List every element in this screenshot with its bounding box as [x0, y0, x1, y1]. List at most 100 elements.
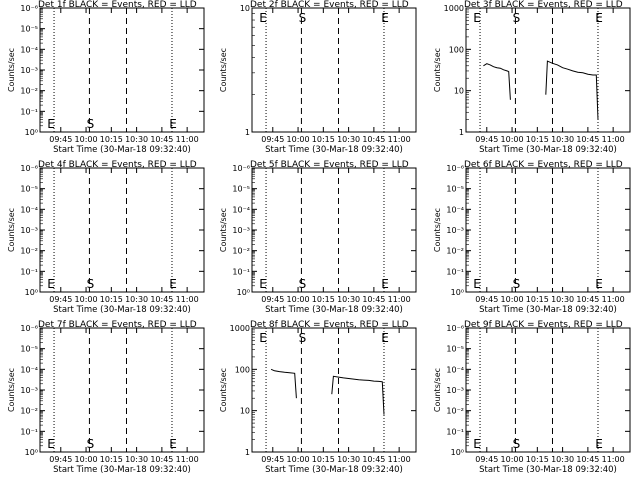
x-axis-label: Start Time (30-Mar-18 09:32:40) [265, 305, 403, 315]
y-tick-label: 10⁻¹ [20, 107, 38, 116]
y-tick-label: 10⁻³ [20, 66, 38, 75]
y-tick-label: 10⁻¹ [232, 267, 250, 276]
x-tick-label: 09:45 [261, 455, 284, 464]
y-axis-label: Counts/sec [7, 208, 16, 252]
x-tick-label: 09:45 [475, 135, 498, 144]
marker-e: E [595, 437, 603, 451]
chart-det-6: Det 6f BLACK = Events, RED = LLD 10⁰ 10⁻¹ 1… [433, 160, 631, 315]
y-tick-label: 10⁻⁵ [20, 185, 38, 194]
x-tick-label: 10:15 [526, 295, 549, 304]
y-tick-label: 10⁻² [20, 407, 38, 416]
y-tick-label: 10⁻⁴ [20, 205, 38, 214]
marker-e: E [473, 277, 481, 291]
y-tick-label: 1000 [230, 324, 250, 333]
y-tick-label: 10⁻⁶ [232, 164, 250, 173]
x-tick-label: 11:00 [602, 455, 625, 464]
y-tick-label: 10 [240, 407, 250, 416]
y-axis-label: Counts/sec [219, 48, 228, 92]
marker-e: E [169, 117, 177, 131]
marker-e: E [381, 277, 389, 291]
x-axis-label: Start Time (30-Mar-18 09:32:40) [479, 465, 617, 475]
marker-e: E [595, 11, 603, 25]
y-tick-label: 10⁻² [232, 247, 250, 256]
chart-title: Det 6f BLACK = Events, RED = LLD [464, 160, 623, 170]
x-tick-label: 09:45 [475, 295, 498, 304]
x-axis-label: Start Time (30-Mar-18 09:32:40) [265, 145, 403, 155]
plot-frame [251, 327, 417, 453]
x-tick-label: 10:30 [337, 295, 360, 304]
y-tick-label: 10⁻¹ [20, 267, 38, 276]
y-tick-label: 10⁻³ [446, 386, 464, 395]
y-tick-label: 10⁻² [20, 87, 38, 96]
x-tick-label: 10:00 [287, 455, 310, 464]
y-tick-label: 10⁰ [237, 288, 250, 297]
marker-e: E [47, 117, 55, 131]
x-tick-label: 10:00 [287, 295, 310, 304]
y-tick-label: 10⁻⁵ [20, 25, 38, 34]
x-tick-label: 11:00 [388, 455, 411, 464]
y-tick-label: 10 [454, 87, 464, 96]
x-tick-label: 10:30 [125, 455, 148, 464]
marker-e: E [169, 437, 177, 451]
y-tick-label: 100 [235, 365, 250, 374]
plot-frame [251, 7, 417, 133]
x-tick-label: 10:00 [501, 455, 524, 464]
y-tick-label: 10⁻⁴ [446, 205, 464, 214]
x-axis-label: Start Time (30-Mar-18 09:32:40) [53, 305, 191, 315]
x-tick-label: 10:45 [362, 455, 385, 464]
x-tick-label: 10:00 [75, 135, 98, 144]
y-tick-label: 1000 [444, 4, 464, 13]
y-tick-label: 100 [449, 45, 464, 54]
y-tick-label: 10⁻⁵ [446, 185, 464, 194]
y-tick-label: 10⁰ [451, 288, 464, 297]
plot-frame [465, 7, 631, 133]
y-tick-label: 10⁻⁴ [20, 365, 38, 374]
y-axis-label: Counts/sec [7, 368, 16, 412]
chart-det-8: Det 8f BLACK = Events, RED = LLD 1 10 100 10… [219, 320, 417, 475]
chart-title: Det 8f BLACK = Events, RED = LLD [250, 320, 409, 330]
x-tick-label: 10:45 [150, 455, 173, 464]
y-tick-label: 1 [459, 128, 464, 137]
chart-det-2: Det 2f BLACK = Events, RED = LLD 1 10 Count… [219, 0, 417, 155]
y-tick-label: 10⁰ [25, 288, 38, 297]
y-tick-label: 10 [240, 4, 250, 13]
plot-frame [465, 327, 631, 453]
x-tick-label: 10:15 [100, 135, 123, 144]
x-axis-label: Start Time (30-Mar-18 09:32:40) [479, 305, 617, 315]
marker-s: S [513, 11, 521, 25]
x-tick-label: 11:00 [602, 135, 625, 144]
y-axis-label: Counts/sec [433, 48, 442, 92]
x-tick-label: 10:15 [526, 455, 549, 464]
chart-det-4: Det 4f BLACK = Events, RED = LLD 10⁰ 10⁻¹ 1… [7, 160, 205, 315]
y-tick-label: 10⁰ [25, 448, 38, 457]
x-tick-label: 09:45 [475, 455, 498, 464]
chart-title: Det 5f BLACK = Events, RED = LLD [250, 160, 409, 170]
y-tick-label: 1 [245, 448, 250, 457]
y-tick-label: 10⁻² [446, 407, 464, 416]
marker-s: S [299, 277, 307, 291]
y-tick-label: 10⁻¹ [20, 427, 38, 436]
marker-e: E [47, 277, 55, 291]
marker-s: S [87, 277, 95, 291]
y-tick-label: 1 [245, 128, 250, 137]
x-tick-label: 10:15 [312, 135, 335, 144]
x-tick-label: 10:30 [125, 295, 148, 304]
x-tick-label: 10:45 [362, 295, 385, 304]
x-tick-label: 10:30 [551, 295, 574, 304]
chart-title: Det 3f BLACK = Events, RED = LLD [464, 0, 623, 10]
x-tick-label: 10:00 [75, 455, 98, 464]
marker-s: S [513, 437, 521, 451]
plot-frame [39, 327, 205, 453]
chart-title: Det 7f BLACK = Events, RED = LLD [38, 320, 197, 330]
marker-e: E [595, 277, 603, 291]
y-tick-label: 10⁻¹ [446, 267, 464, 276]
series-line-2 [331, 375, 385, 415]
y-tick-label: 10⁻¹ [446, 427, 464, 436]
marker-e: E [381, 331, 389, 345]
x-tick-label: 10:30 [551, 135, 574, 144]
x-tick-label: 11:00 [176, 135, 199, 144]
marker-s: S [299, 11, 307, 25]
x-tick-label: 11:00 [176, 295, 199, 304]
x-tick-label: 11:00 [176, 455, 199, 464]
y-axis-label: Counts/sec [433, 368, 442, 412]
